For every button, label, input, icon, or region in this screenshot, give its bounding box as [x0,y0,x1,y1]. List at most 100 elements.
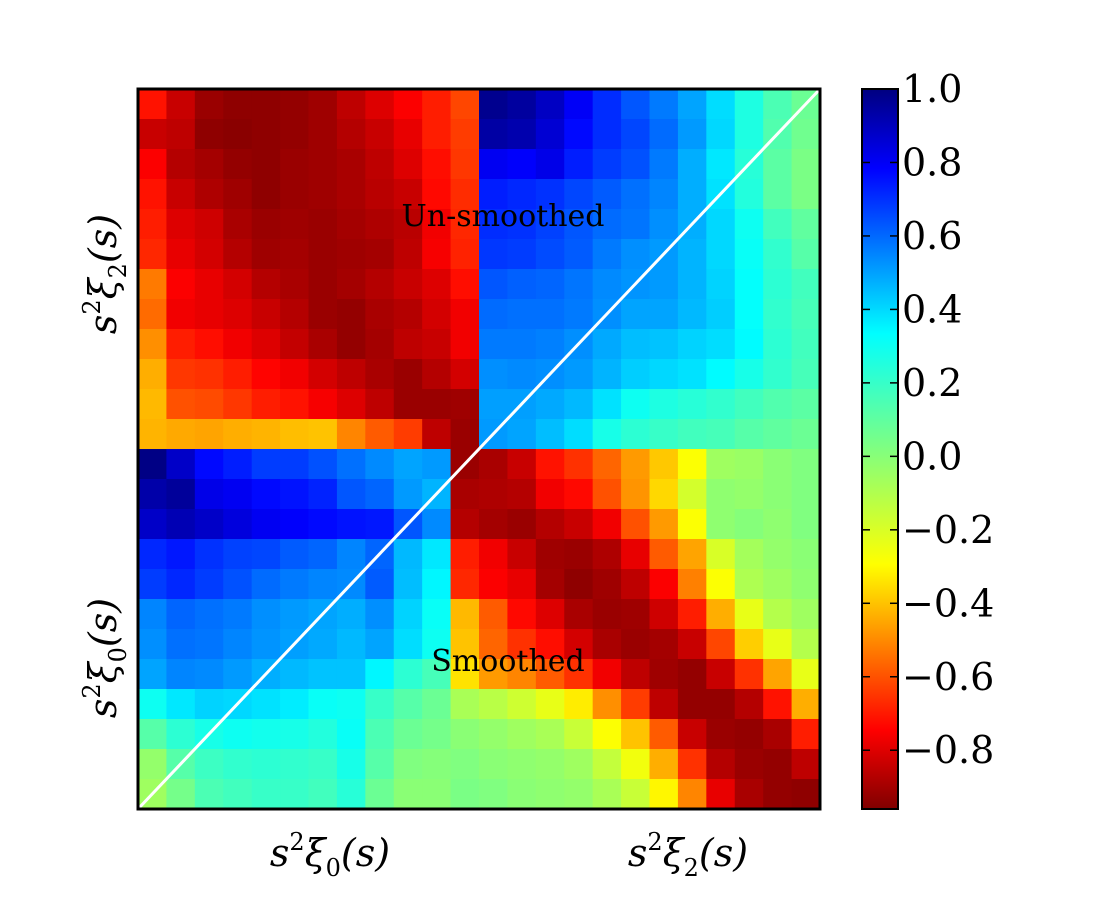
heatmap-cell [194,629,224,660]
heatmap-cell [649,659,679,690]
heatmap-cell [649,629,679,660]
heatmap-cell [479,239,509,270]
heatmap-cell [393,599,423,630]
heatmap-cell [308,719,338,750]
heatmap-cell [507,89,537,120]
heatmap-cell [308,749,338,780]
heatmap-cell [308,269,338,300]
heatmap-cell [166,239,196,270]
heatmap-cell [706,209,736,240]
heatmap-cell [280,659,310,690]
heatmap-cell [365,659,395,690]
heatmap-cell [393,269,423,300]
heatmap-cell [194,659,224,690]
heatmap-cell [450,599,480,630]
heatmap-cell [393,359,423,390]
heatmap-cell [166,119,196,150]
heatmap-cell [194,749,224,780]
heatmap-cell [791,599,821,630]
heatmap-cell [223,419,253,450]
heatmap-cell [621,209,651,240]
heatmap-cell [280,209,310,240]
heatmap-cell [223,779,253,810]
heatmap-cell [791,449,821,480]
colorbar [861,88,899,810]
heatmap-cell [706,749,736,780]
heatmap-cell [677,269,707,300]
heatmap-cell [138,329,168,360]
heatmap-cell [365,179,395,210]
heatmap-cell [649,359,679,390]
heatmap-cell [280,359,310,390]
heatmap-cell [763,179,793,210]
heatmap-cell [507,569,537,600]
heatmap-cell [734,779,764,810]
heatmap-cell [479,359,509,390]
heatmap-cell [535,209,565,240]
heatmap-cell [223,269,253,300]
heatmap-cell [138,689,168,720]
heatmap-cell [592,779,622,810]
heatmap-cell [535,659,565,690]
heatmap-cell [649,689,679,720]
heatmap-cell [621,539,651,570]
heatmap-cell [450,179,480,210]
heatmap-cell [336,509,366,540]
heatmap-cell [365,719,395,750]
heatmap-cell [251,689,281,720]
colorbar-tick-label: 0.0 [902,434,962,478]
heatmap-cell [621,689,651,720]
y-block-label: s2ξ2(s) [78,214,132,334]
heatmap-cell [251,389,281,420]
heatmap-cell [280,449,310,480]
heatmap-cell [138,299,168,330]
heatmap-cell [280,779,310,810]
heatmap-cell [621,119,651,150]
heatmap-cell [791,509,821,540]
heatmap-cell [223,209,253,240]
heatmap-cell [763,749,793,780]
heatmap-cell [791,239,821,270]
heatmap-cell [138,239,168,270]
heatmap-cell [592,689,622,720]
heatmap-cell [336,329,366,360]
heatmap-cell [677,419,707,450]
heatmap-cell [564,209,594,240]
heatmap-cell [450,479,480,510]
heatmap-cell [308,209,338,240]
heatmap-cell [450,389,480,420]
heatmap-cell [621,179,651,210]
heatmap-cell [365,629,395,660]
heatmap-cell [336,209,366,240]
heatmap-cell [393,779,423,810]
heatmap-cell [422,509,452,540]
heatmap-cell [308,179,338,210]
heatmap-cell [621,329,651,360]
heatmap-cell [507,689,537,720]
heatmap-cell [677,539,707,570]
colorbar-tick-label: 1.0 [902,67,962,111]
heatmap-cell [450,779,480,810]
heatmap-cell [223,569,253,600]
heatmap-cell [564,779,594,810]
heatmap-cell [677,389,707,420]
heatmap-cell [166,539,196,570]
heatmap-cell [734,329,764,360]
heatmap-cell [564,389,594,420]
heatmap-cell [393,719,423,750]
heatmap-cell [507,719,537,750]
heatmap-cell [194,479,224,510]
heatmap-cell [677,89,707,120]
heatmap-cell [280,599,310,630]
heatmap-cell [450,329,480,360]
heatmap-cell [138,539,168,570]
heatmap-cell [706,509,736,540]
heatmap-cell [223,89,253,120]
heatmap-cell [308,509,338,540]
heatmap-cell [308,119,338,150]
heatmap-cell [479,479,509,510]
heatmap-cell [791,209,821,240]
heatmap-cell [450,569,480,600]
heatmap-cell [592,269,622,300]
heatmap-cell [791,689,821,720]
